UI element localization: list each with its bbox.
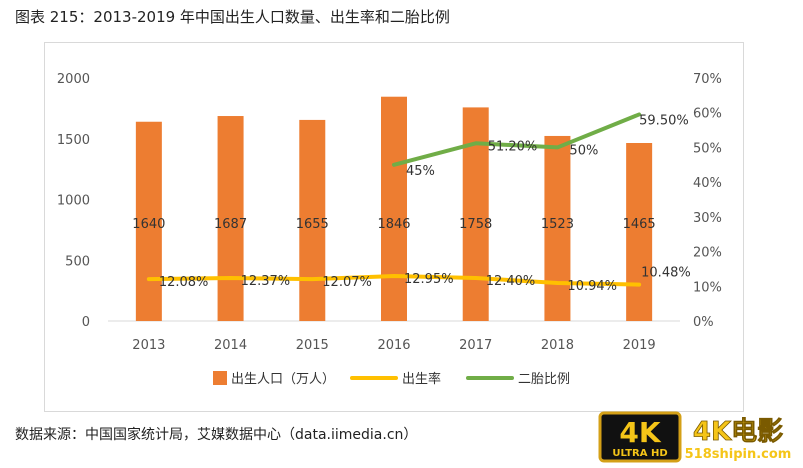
x-tick-label: 2018	[541, 338, 574, 353]
y-left-tick-label: 1500	[57, 133, 90, 148]
birth-rate-point-2014	[230, 277, 232, 279]
birth-rate-point-2013	[148, 278, 150, 280]
bar-value-label: 1846	[377, 217, 410, 232]
y-right-tick-label: 50%	[693, 141, 722, 156]
legend-swatch-births	[213, 371, 227, 385]
y-left-tick-label: 0	[82, 315, 90, 330]
bar-2018	[544, 135, 571, 321]
y-right-tick-label: 0%	[693, 315, 714, 330]
birth-rate-point-2016	[393, 275, 395, 277]
birth-rate-label: 12.95%	[404, 272, 454, 287]
bar-2019	[626, 143, 653, 321]
birth-rate-label: 12.08%	[159, 275, 209, 290]
birth-rate-label: 10.48%	[641, 266, 691, 281]
second-child-label: 45%	[406, 164, 435, 179]
bar-value-label: 1687	[214, 217, 247, 232]
x-tick-label: 2017	[459, 338, 492, 353]
bar-2014	[217, 116, 244, 321]
y-right-tick-label: 70%	[693, 72, 722, 87]
second-child-label: 51.20%	[488, 139, 538, 154]
birth-rate-point-2015	[311, 278, 313, 280]
watermark-brand: 4K电影	[693, 417, 783, 447]
birth-rate-label: 12.37%	[241, 274, 291, 289]
watermark-badge-bottom: ULTRA HD	[612, 448, 667, 459]
source-note: 数据来源：中国国家统计局，艾媒数据中心（data.iimedia.cn）	[15, 427, 418, 443]
birth-rate-label: 12.40%	[486, 274, 536, 289]
watermark-logo: 4K ULTRA HD 4K电影 518shipin.com	[598, 410, 798, 464]
birth-rate-label: 10.94%	[567, 279, 617, 294]
birth-rate-point-2019	[638, 284, 640, 286]
second-child-point-2018	[556, 146, 558, 148]
y-left-tick-label: 1000	[57, 194, 90, 209]
legend-label: 出生率	[402, 371, 441, 387]
bar-value-label: 1465	[623, 217, 656, 232]
y-right-tick-label: 60%	[693, 107, 722, 122]
chart-frame	[44, 42, 744, 412]
y-left-tick-label: 2000	[57, 72, 90, 87]
chart-svg: 0 500 1000 1500 2000 0% 10% 20% 30% 40% 50% 60% 70% 2…	[57, 72, 722, 387]
x-tick-label: 2014	[214, 338, 247, 353]
second-child-point-2019	[638, 113, 640, 115]
watermark-site: 518shipin.com	[685, 447, 792, 462]
second-child-label: 59.50%	[639, 113, 689, 128]
bar-value-label: 1523	[541, 217, 574, 232]
legend-label: 出生人口（万人）	[231, 372, 335, 387]
birth-rate-point-2017	[475, 277, 477, 279]
second-child-line	[392, 112, 642, 167]
x-tick-label: 2015	[296, 338, 329, 353]
watermark-badge-top: 4K	[619, 416, 661, 449]
chart-title: 图表 215：2013-2019 年中国出生人口数量、出生率和二胎比例	[15, 8, 450, 26]
bar-value-label: 1640	[132, 217, 165, 232]
bar-2016	[381, 96, 407, 321]
second-child-point-2016	[393, 164, 395, 166]
birth-rate-point-2018	[556, 282, 558, 284]
bar-value-label: 1758	[459, 217, 492, 232]
y-right-tick-label: 40%	[693, 176, 722, 191]
y-right-tick-label: 20%	[693, 246, 722, 261]
legend-label: 二胎比例	[518, 372, 570, 387]
y-right-tick-label: 10%	[693, 280, 722, 295]
y-left-tick-label: 500	[65, 254, 90, 269]
birth-rate-label: 12.07%	[322, 275, 372, 290]
x-tick-label: 2019	[623, 338, 656, 353]
bar-2015	[299, 119, 326, 321]
second-child-point-2017	[475, 142, 477, 144]
bar-2013	[135, 121, 162, 322]
x-tick-label: 2016	[377, 338, 410, 353]
bar-value-label: 1655	[296, 217, 329, 232]
second-child-label: 50%	[569, 143, 598, 158]
x-tick-label: 2013	[132, 338, 165, 353]
y-right-tick-label: 30%	[693, 211, 722, 226]
